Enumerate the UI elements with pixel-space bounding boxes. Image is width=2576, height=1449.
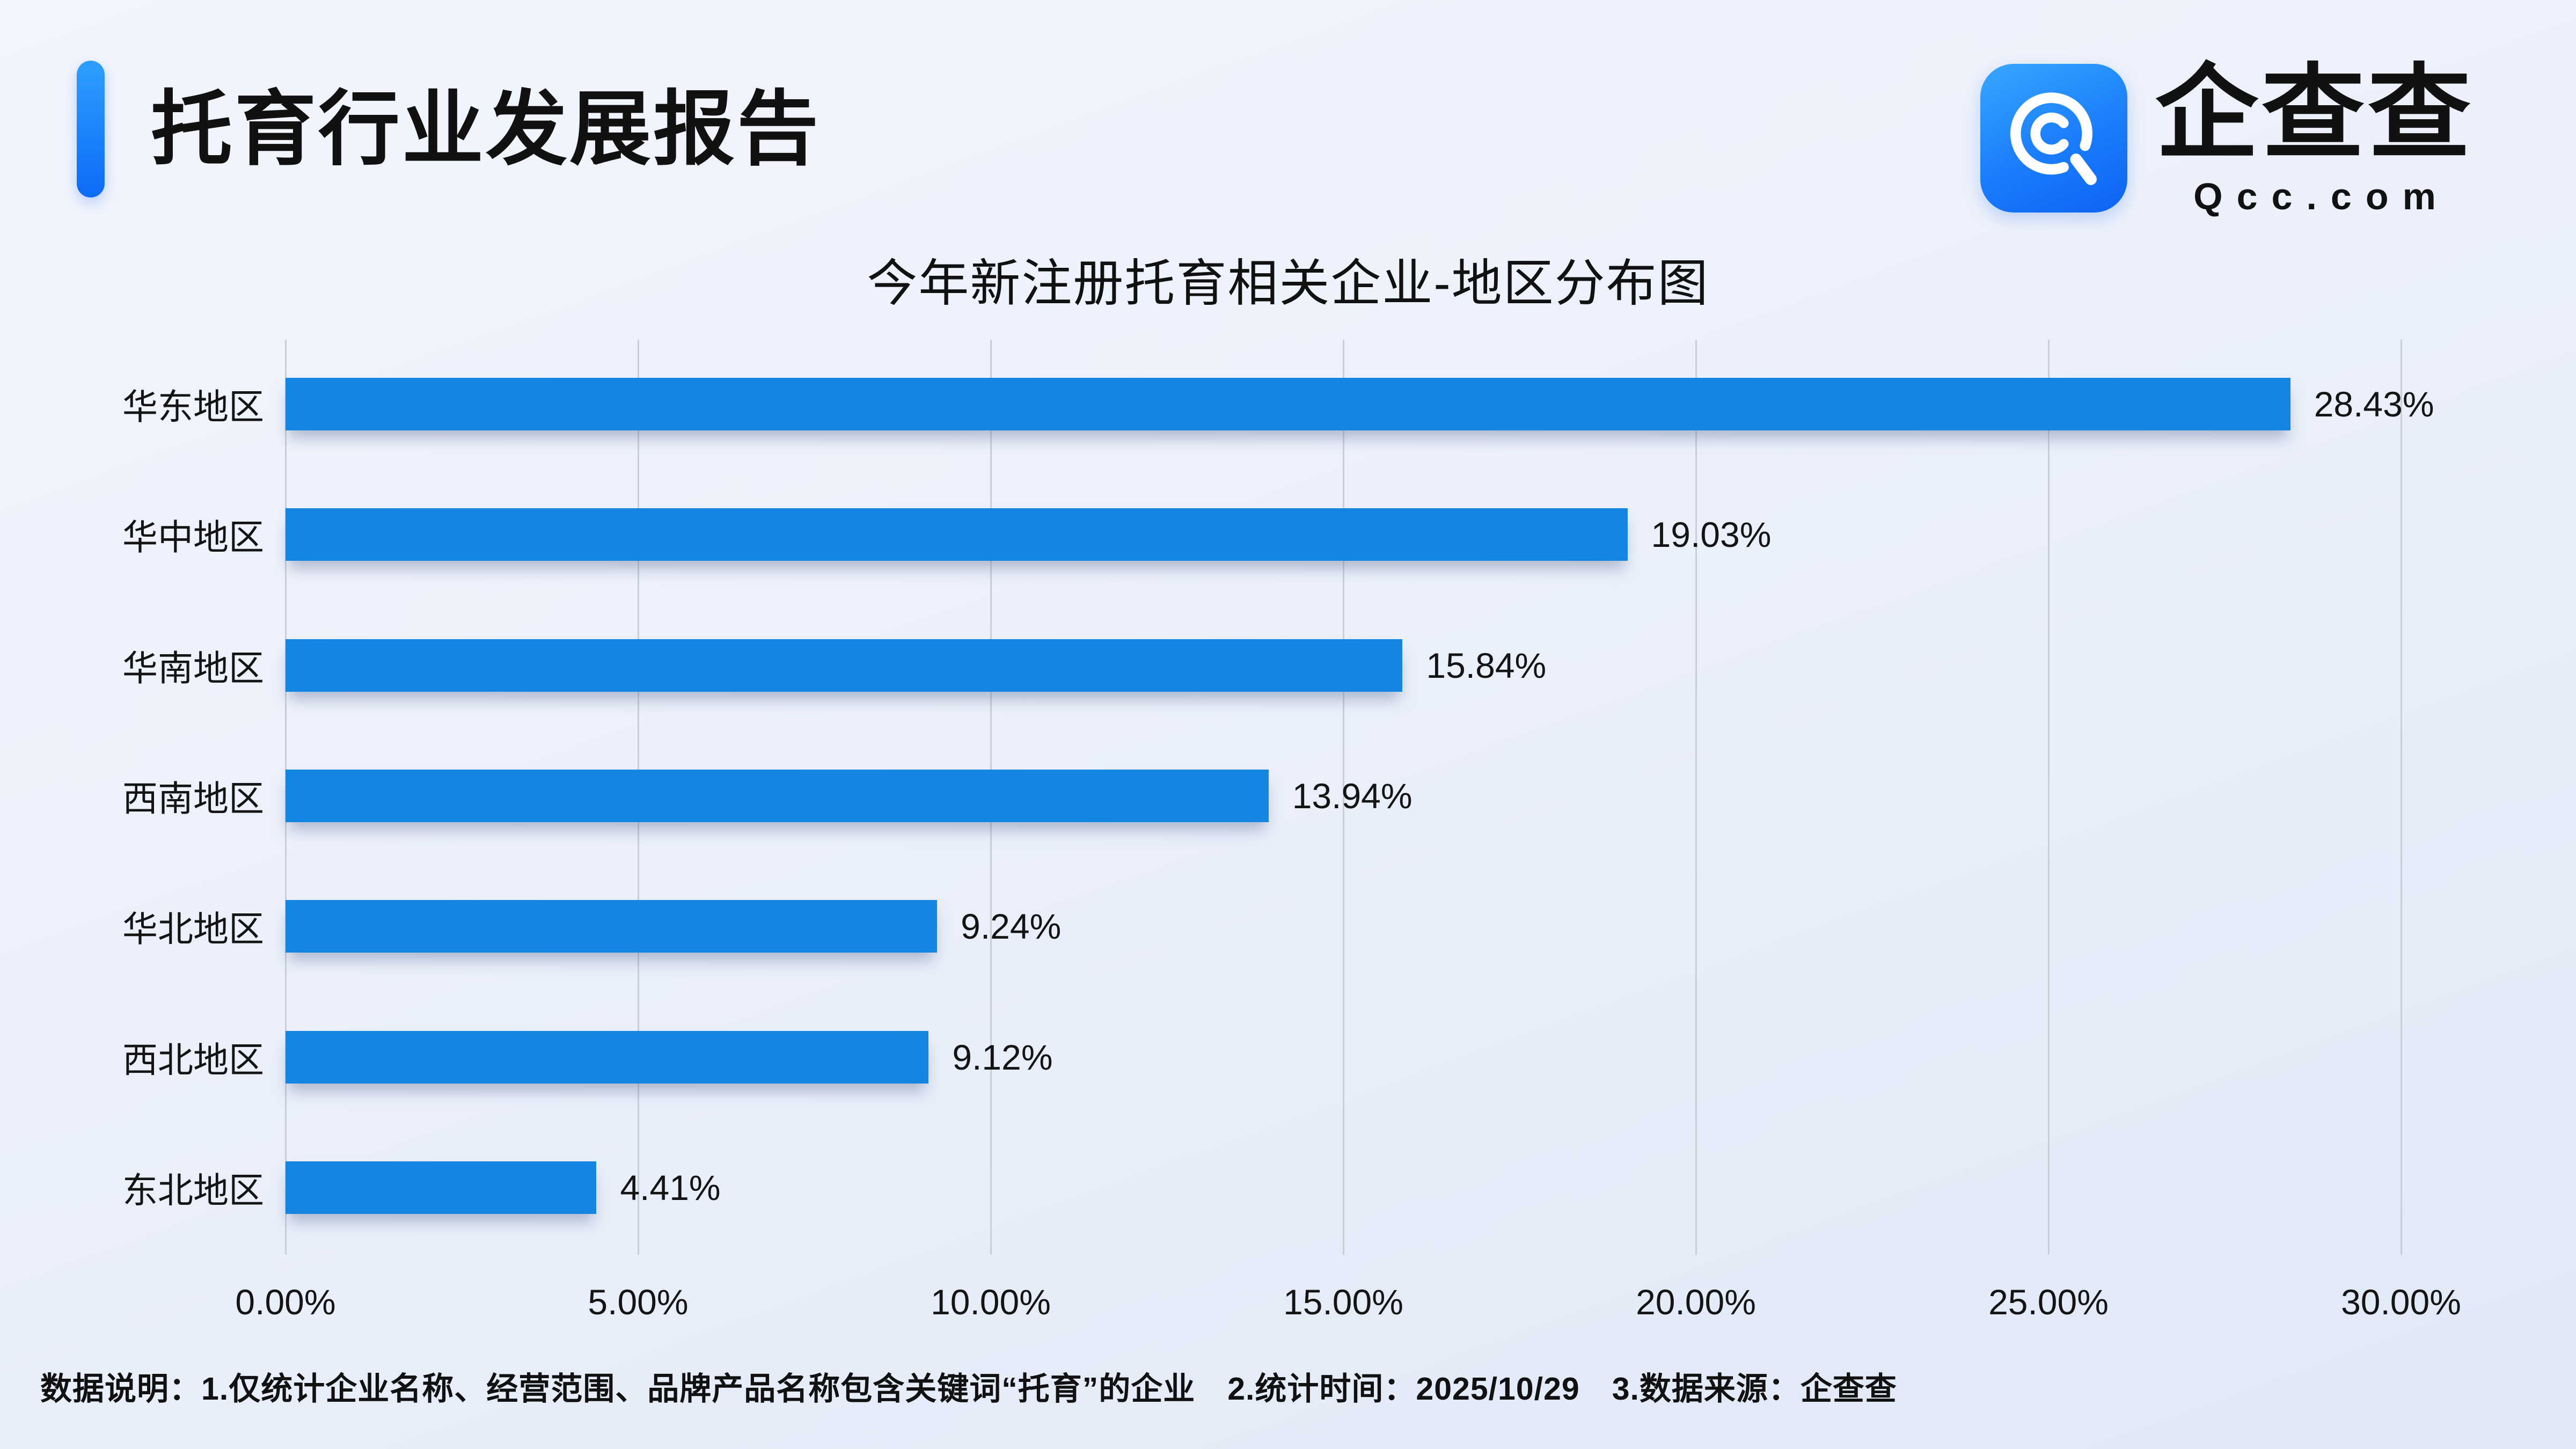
bar-value-label: 9.12%: [952, 1037, 1053, 1077]
qcc-magnifier-icon: [1980, 64, 2127, 213]
category-label: 华北地区: [122, 909, 264, 949]
brand-name: 企查查: [2155, 55, 2474, 171]
bar-value-label: 19.03%: [1651, 515, 1772, 555]
bar-value-label: 15.84%: [1426, 645, 1547, 685]
category-label: 西北地区: [122, 1040, 264, 1080]
chart-title: 今年新注册托育相关企业-地区分布图: [867, 255, 1709, 311]
report-header: 托育行业发展报告: [77, 61, 821, 197]
header-accent-bar: [77, 61, 105, 197]
category-label: 华南地区: [122, 648, 264, 688]
x-tick-label: 25.00%: [1988, 1282, 2109, 1322]
bar: [286, 1030, 929, 1084]
qcc-logo: 企查查 Qcc.com: [1980, 59, 2474, 218]
footer-note: 数据说明：1.仅统计企业名称、经营范围、品牌产品名称包含关键词“托育”的企业 2…: [40, 1371, 1897, 1407]
bar: [286, 639, 1403, 692]
category-label: 西南地区: [122, 778, 264, 818]
gridline: [2047, 340, 2050, 1255]
x-tick-label: 0.00%: [235, 1282, 336, 1322]
x-tick-label: 10.00%: [931, 1282, 1051, 1322]
category-label: 华东地区: [122, 387, 264, 427]
page-title: 托育行业发展报告: [151, 83, 821, 175]
x-tick-label: 15.00%: [1283, 1282, 1403, 1322]
category-label: 东北地区: [122, 1170, 264, 1210]
x-tick-label: 20.00%: [1636, 1282, 1756, 1322]
category-label: 华中地区: [122, 517, 264, 558]
bar: [286, 1161, 597, 1214]
bar-value-label: 4.41%: [620, 1167, 721, 1208]
bar-value-label: 28.43%: [2314, 384, 2434, 424]
gridline: [2400, 340, 2402, 1255]
bar-value-label: 9.24%: [961, 906, 1062, 947]
x-tick-label: 30.00%: [2341, 1282, 2461, 1322]
gridline: [1342, 340, 1344, 1255]
bar: [286, 769, 1269, 822]
bar: [286, 508, 1628, 561]
bar: [286, 900, 938, 953]
bar: [286, 378, 2290, 430]
gridline: [1695, 340, 1697, 1255]
brand-domain: Qcc.com: [2193, 175, 2450, 217]
bar-value-label: 13.94%: [1292, 775, 1413, 816]
x-tick-label: 5.00%: [588, 1282, 689, 1322]
brand-text-block: 企查查 Qcc.com: [2155, 59, 2474, 218]
